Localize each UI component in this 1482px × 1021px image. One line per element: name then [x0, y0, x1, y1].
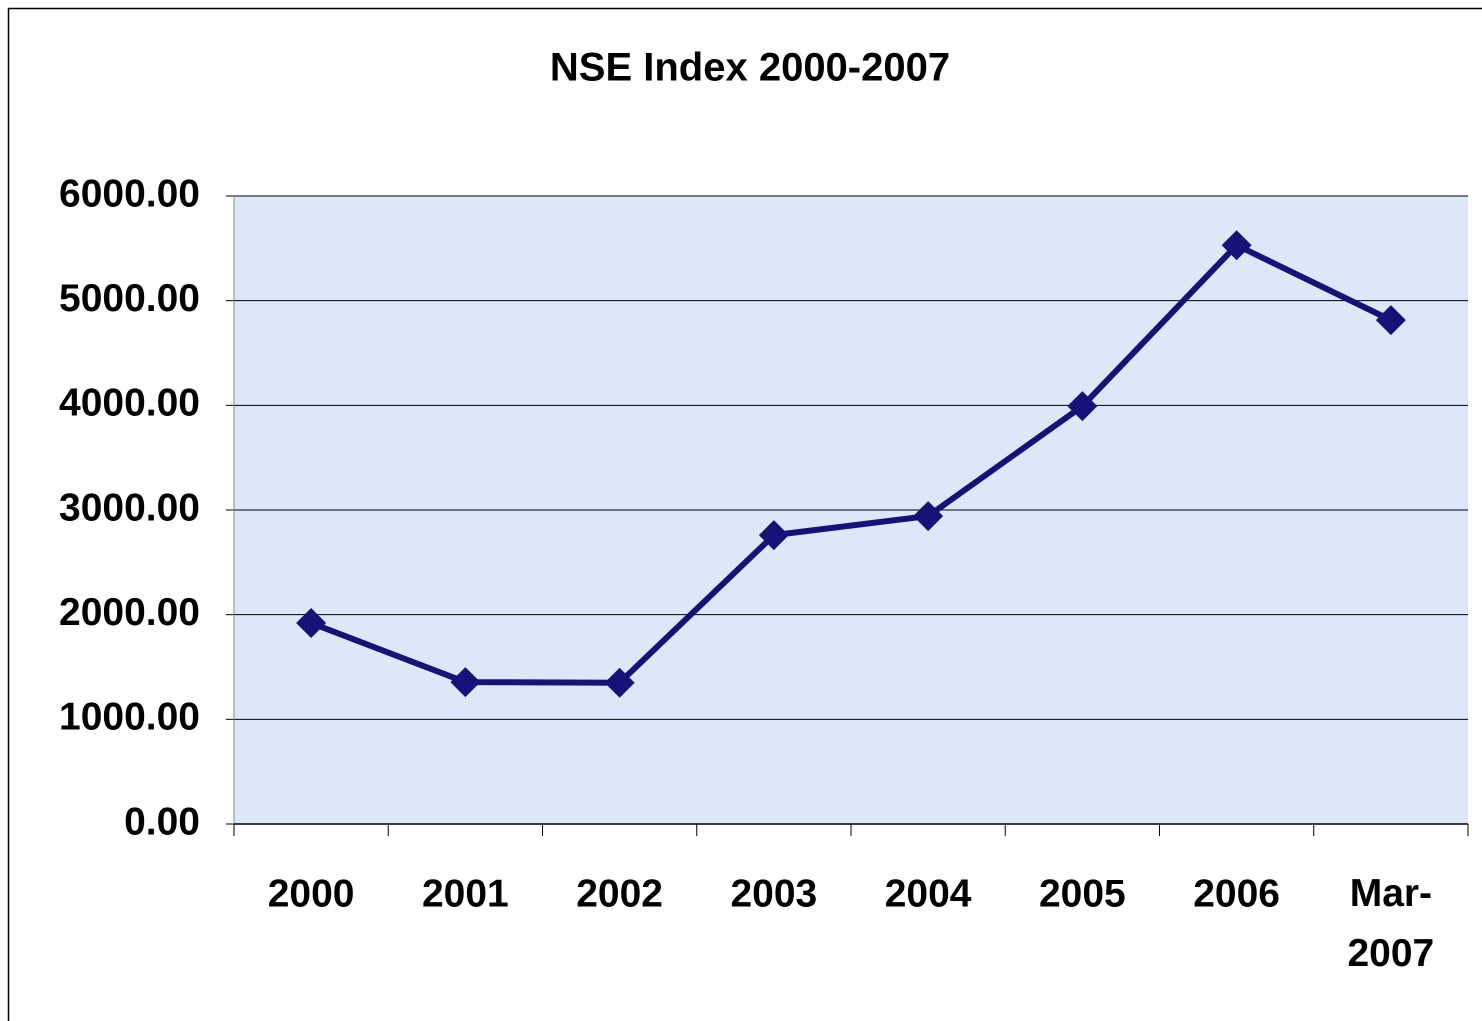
x-tick-label: 2005	[1039, 872, 1126, 915]
x-tick-label: Mar-2007	[1347, 872, 1434, 975]
y-tick-label: 6000.00	[59, 172, 200, 215]
data-point	[604, 667, 635, 698]
x-tick-label: 2001	[422, 872, 509, 915]
data-point	[758, 520, 789, 551]
x-tick-label: 2006	[1193, 872, 1280, 915]
data-point	[1375, 305, 1406, 336]
x-tick-label: 2000	[268, 872, 355, 915]
y-tick-label: 2000.00	[59, 591, 200, 634]
series-line	[310, 242, 1393, 686]
x-tick-label: 2004	[885, 872, 972, 915]
data-point	[450, 667, 481, 698]
data-point	[1221, 230, 1252, 261]
x-tick-label: 2002	[576, 872, 663, 915]
data-point	[296, 608, 327, 639]
y-tick-label: 5000.00	[59, 277, 200, 320]
y-tick-label: 3000.00	[59, 486, 200, 529]
data-point	[1067, 391, 1098, 422]
y-tick-label: 0.00	[124, 800, 200, 843]
chart-title: NSE Index 2000-2007	[550, 46, 950, 90]
data-point	[913, 501, 944, 532]
y-tick-label: 4000.00	[59, 382, 200, 425]
x-tick-label: 2003	[730, 872, 817, 915]
y-tick-label: 1000.00	[59, 696, 200, 739]
